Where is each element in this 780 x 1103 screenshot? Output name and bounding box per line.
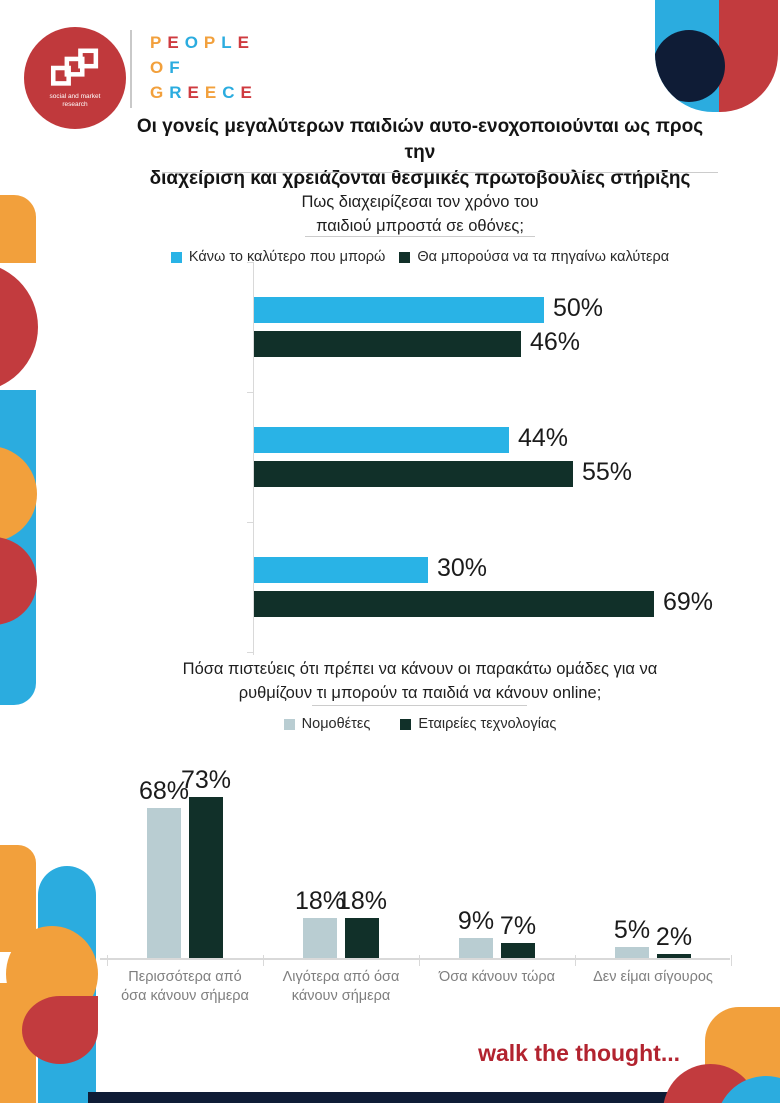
legend-label: Νομοθέτες xyxy=(301,716,371,732)
tagline: walk the thought... xyxy=(478,1040,680,1066)
chart2-value-label: 73% xyxy=(180,766,232,794)
chart2-bar xyxy=(459,938,493,958)
chart1-bar xyxy=(254,557,428,583)
chart2-title-underline xyxy=(312,705,527,706)
decor-left-red-circle xyxy=(0,262,38,392)
ged-logo: social and market research xyxy=(24,27,126,129)
chart2-title: Πόσα πιστεύεις ότι πρέπει να κάνουν οι π… xyxy=(182,660,658,702)
wordmark-letter: O xyxy=(150,58,164,77)
legend-label: Θα μπορούσα να τα πηγαίνω καλύτερα xyxy=(417,249,670,265)
legend-label: Κάνω το καλύτερο που μπορώ xyxy=(188,249,386,265)
chart2-category-label: Δεν είμαι σίγουρος xyxy=(593,969,713,985)
chart1-axis-tick xyxy=(247,262,253,263)
legend-item: Νομοθέτες xyxy=(283,716,371,732)
wordmark-letter: P xyxy=(150,33,162,52)
ged-logo-glyph xyxy=(50,48,99,86)
header-divider xyxy=(130,30,132,108)
footer-navy-bar xyxy=(88,1092,780,1103)
wordmark-letter: O xyxy=(184,33,198,52)
chart2-baseline xyxy=(100,958,730,960)
chart2-bar xyxy=(189,797,223,958)
chart1-value-label: 46% xyxy=(530,328,581,356)
page-title: Οι γονείς μεγαλύτερων παιδιών αυτο-ενοχο… xyxy=(136,116,704,189)
chart2-value-label: 2% xyxy=(655,923,693,951)
chart2-value-label: 68% xyxy=(138,777,190,805)
chart2-legend: Νομοθέτες Εταιρείες τεχνολογίας xyxy=(60,716,780,732)
chart1-bar xyxy=(254,427,509,453)
wordmark-letter: E xyxy=(240,83,252,102)
chart1-title: Πως διαχειρίζεσαι τον χρόνο του παιδιού … xyxy=(301,193,539,235)
chart2-value-label: 18% xyxy=(294,887,346,915)
chart2-value-label: 9% xyxy=(457,907,495,935)
legend-swatch xyxy=(283,718,295,730)
chart2-value-label: 5% xyxy=(613,916,651,944)
chart1-bar xyxy=(254,591,654,617)
chart1-legend: Κάνω το καλύτερο που μπορώ Θα μπορούσα να… xyxy=(60,249,780,265)
chart1-bar xyxy=(254,297,544,323)
chart1-axis-tick xyxy=(247,392,253,393)
chart2-bar xyxy=(147,808,181,958)
wordmark-letter: E xyxy=(187,83,199,102)
decor-topright-arch xyxy=(655,0,778,112)
chart2-bar xyxy=(303,918,337,958)
chart2-bar xyxy=(345,918,379,958)
wordmark-letter: P xyxy=(203,33,216,52)
wordmark-letter: E xyxy=(237,33,249,52)
decor-topright-navy-circle xyxy=(655,30,725,102)
wordmark-letter: R xyxy=(169,83,182,102)
chart1-bar xyxy=(254,331,521,357)
wordmark-letter: L xyxy=(221,33,232,52)
logo-subtext: social and market research xyxy=(49,93,101,108)
wordmark-letter: C xyxy=(222,83,235,102)
chart1-axis-line xyxy=(253,262,254,655)
wordmark-letter: E xyxy=(167,33,179,52)
chart2-category-label: Όσα κάνουν τώρα xyxy=(438,969,556,985)
chart2-bar xyxy=(501,943,535,958)
wordmark-letter: F xyxy=(169,58,180,77)
chart2-axis-tick xyxy=(263,955,264,966)
legend-item: Θα μπορούσα να τα πηγαίνω καλύτερα xyxy=(399,249,669,265)
chart2-value-label: 7% xyxy=(499,912,537,940)
chart1-axis-tick xyxy=(247,652,253,653)
chart1-value-label: 50% xyxy=(553,294,604,322)
chart2-bar xyxy=(615,947,649,958)
chart1-value-label: 30% xyxy=(437,554,488,582)
chart1-axis-tick xyxy=(247,522,253,523)
legend-item: Κάνω το καλύτερο που μπορώ xyxy=(170,249,386,265)
legend-item: Εταιρείες τεχνολογίας xyxy=(400,716,556,732)
chart2-category-label: Λιγότερα από όσα κάνουν σήμερα xyxy=(282,969,400,1004)
legend-swatch xyxy=(399,251,411,263)
chart1-value-label: 44% xyxy=(518,424,569,452)
wordmark-letter: G xyxy=(150,83,164,102)
legend-swatch xyxy=(400,718,412,730)
title-underline xyxy=(162,172,718,173)
chart2-category-label: Περισσότερα από όσα κάνουν σήμερα xyxy=(121,969,249,1004)
chart2-axis-tick xyxy=(419,955,420,966)
chart2-bar xyxy=(657,954,691,958)
chart1-title-underline xyxy=(305,236,535,237)
legend-label: Εταιρείες τεχνολογίας xyxy=(418,716,557,732)
chart2-value-label: 18% xyxy=(336,887,388,915)
decor-left-orange-bar xyxy=(0,195,36,263)
decor-topright-red-half xyxy=(719,0,778,112)
wordmark-letter: E xyxy=(204,83,217,102)
chart1-value-label: 69% xyxy=(663,588,714,616)
chart1-value-label: 55% xyxy=(582,458,633,486)
decor-bottomleft-red-teardrop xyxy=(22,996,98,1064)
chart1-bar xyxy=(254,461,573,487)
chart2-axis-tick xyxy=(731,955,732,966)
chart2-axis-tick xyxy=(107,955,108,966)
legend-swatch xyxy=(170,251,182,263)
chart2-axis-tick xyxy=(575,955,576,966)
